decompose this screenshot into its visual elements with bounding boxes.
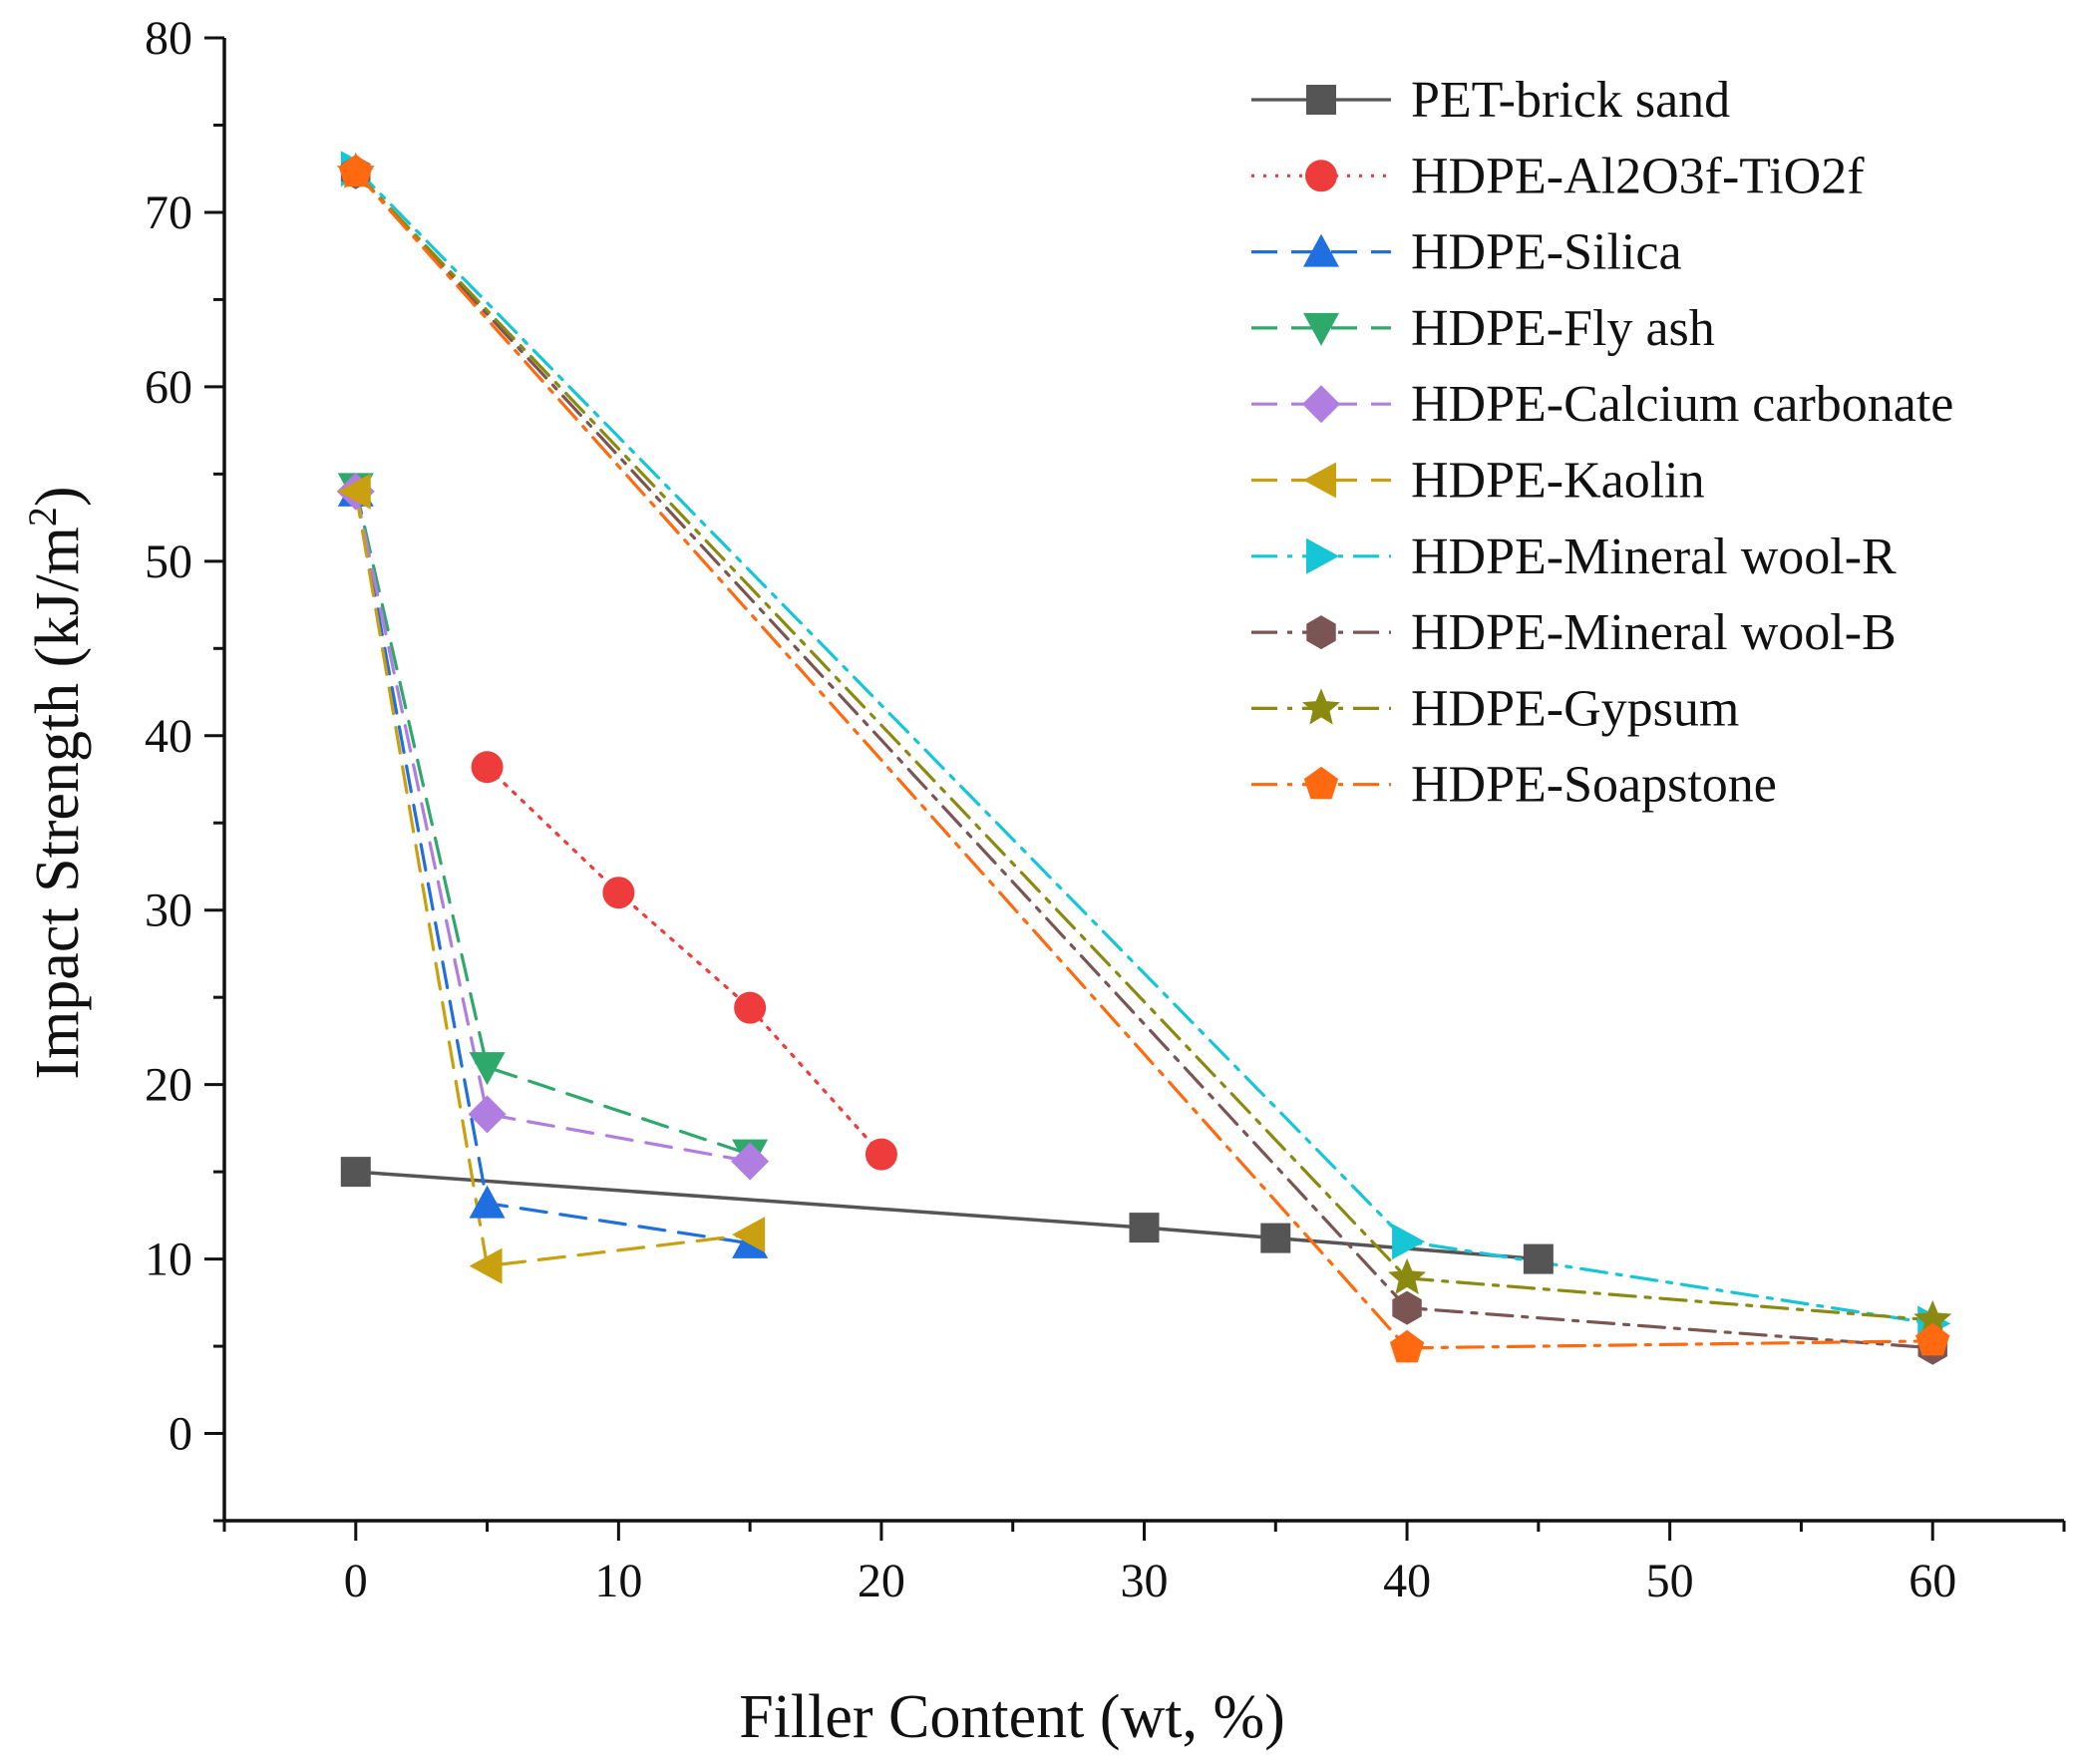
series-line-5: [354, 490, 752, 1268]
series-4-point: [468, 1095, 507, 1134]
y-axis-title-sup: 2: [20, 507, 65, 527]
legend-marker-3: [1303, 312, 1339, 346]
y-tick-label: 70: [145, 186, 192, 239]
series-1-point: [734, 991, 767, 1024]
y-tick-label: 20: [145, 1059, 192, 1112]
x-tick-label: 0: [344, 1555, 368, 1607]
legend-marker-1: [1305, 160, 1337, 192]
y-tick-label: 40: [145, 710, 192, 763]
series-0-point: [1260, 1223, 1291, 1253]
series-1-point: [471, 751, 504, 784]
series-9-point: [338, 154, 373, 187]
series-1-point: [865, 1138, 897, 1171]
legend-marker-6: [1306, 537, 1339, 574]
legend-label-3: HDPE-Fly ash: [1411, 300, 1715, 357]
y-tick-label: 0: [169, 1408, 192, 1461]
series-2-point: [469, 1185, 506, 1219]
legend-label-9: HDPE-Soapstone: [1411, 757, 1777, 814]
legend-label-6: HDPE-Mineral wool-R: [1411, 529, 1897, 585]
legend-label-1: HDPE-Al2O3f-TiO2f: [1411, 148, 1865, 204]
x-tick-label: 10: [594, 1555, 642, 1607]
legend-label-0: PET-brick sand: [1411, 72, 1730, 129]
series-8-point: [1388, 1257, 1427, 1295]
series-1-point: [602, 877, 635, 909]
legend-marker-8: [1301, 688, 1341, 725]
x-tick-label: 30: [1121, 1555, 1169, 1607]
series-3-point: [469, 1052, 506, 1086]
legend-label-2: HDPE-Silica: [1411, 224, 1682, 281]
y-tick-label: 60: [145, 361, 192, 414]
x-tick-label: 20: [858, 1555, 905, 1607]
x-axis-title: Filler Content (wt, %): [739, 1683, 1285, 1751]
ticks: 0 10 20 30 40 50 60 0 10 20 30 40 50 60 70 80: [145, 12, 2066, 1607]
legend-marker-7: [1306, 615, 1336, 650]
series-line-4: [354, 490, 752, 1164]
plot-markers: [336, 151, 1952, 1365]
y-axis-title-main: Impact Strength (kJ/m: [24, 527, 92, 1079]
series-9-point: [1389, 1329, 1425, 1363]
legend-marker-2: [1303, 233, 1339, 267]
y-tick-label: 10: [145, 1234, 192, 1286]
series-6-point: [1392, 1224, 1426, 1260]
legend-label-7: HDPE-Mineral wool-B: [1411, 604, 1897, 661]
x-tick-label: 60: [1908, 1555, 1956, 1607]
legend-marker-5: [1303, 462, 1336, 499]
series-5-point: [732, 1217, 766, 1253]
series-7-point: [1392, 1290, 1422, 1325]
x-tick-label: 40: [1383, 1555, 1431, 1607]
legend-marker-9: [1303, 766, 1339, 800]
series-0-point: [1523, 1243, 1554, 1274]
legend-label-4: HDPE-Calcium carbonate: [1411, 376, 1953, 433]
series-0-point: [340, 1157, 371, 1188]
series-5-point: [469, 1247, 503, 1284]
series-line-3: [354, 486, 752, 1157]
series-0-point: [1129, 1213, 1160, 1243]
y-axis-title: Impact Strength (kJ/m2): [20, 486, 92, 1079]
y-tick-label: 50: [145, 535, 192, 588]
legend-label-8: HDPE-Gypsum: [1411, 680, 1739, 737]
legend-marker-0: [1306, 85, 1336, 115]
legend-marker-4: [1302, 385, 1340, 424]
series-line-1: [485, 765, 883, 1157]
x-tick-label: 50: [1646, 1555, 1694, 1607]
legend: PET-brick sand HDPE-Al2O3f-TiO2f HDPE-Sili…: [1251, 72, 1953, 814]
legend-label-5: HDPE-Kaolin: [1411, 453, 1705, 510]
y-tick-label: 30: [145, 884, 192, 937]
series-9-point: [1915, 1322, 1950, 1356]
series-5-point: [337, 473, 371, 510]
series-8-point: [1913, 1299, 1952, 1336]
series-4-point: [731, 1142, 770, 1181]
y-tick-label: 80: [145, 12, 192, 65]
y-axis-title-close: ): [24, 486, 92, 507]
